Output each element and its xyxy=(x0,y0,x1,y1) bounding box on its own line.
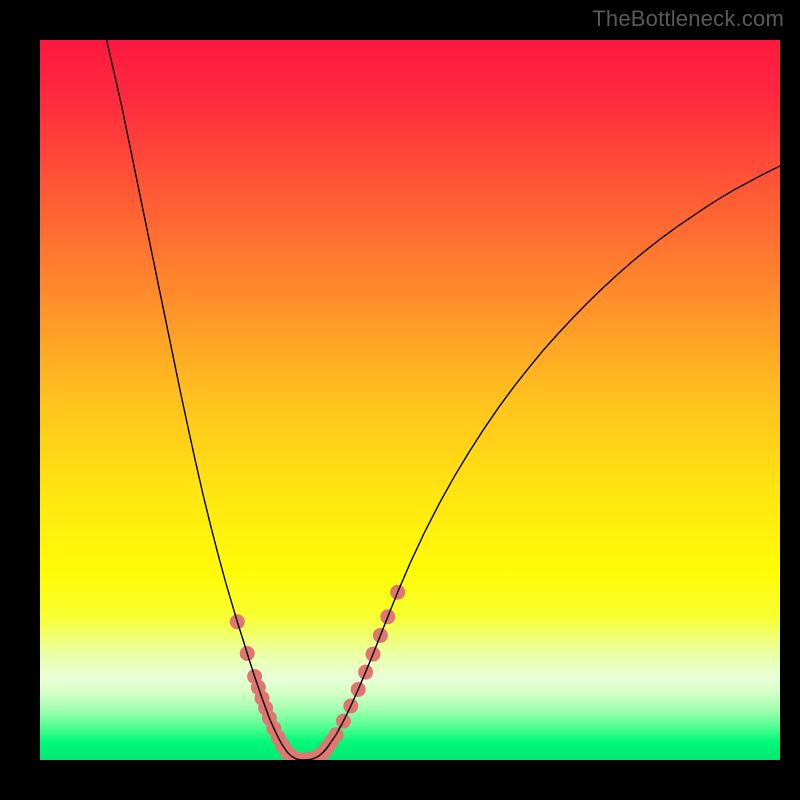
watermark-label: TheBottleneck.com xyxy=(592,6,784,32)
markers-group xyxy=(230,585,405,760)
bottleneck-curve xyxy=(107,40,780,760)
curve-layer xyxy=(40,40,780,760)
chart-frame: TheBottleneck.com xyxy=(0,0,800,800)
plot-area xyxy=(40,40,780,760)
